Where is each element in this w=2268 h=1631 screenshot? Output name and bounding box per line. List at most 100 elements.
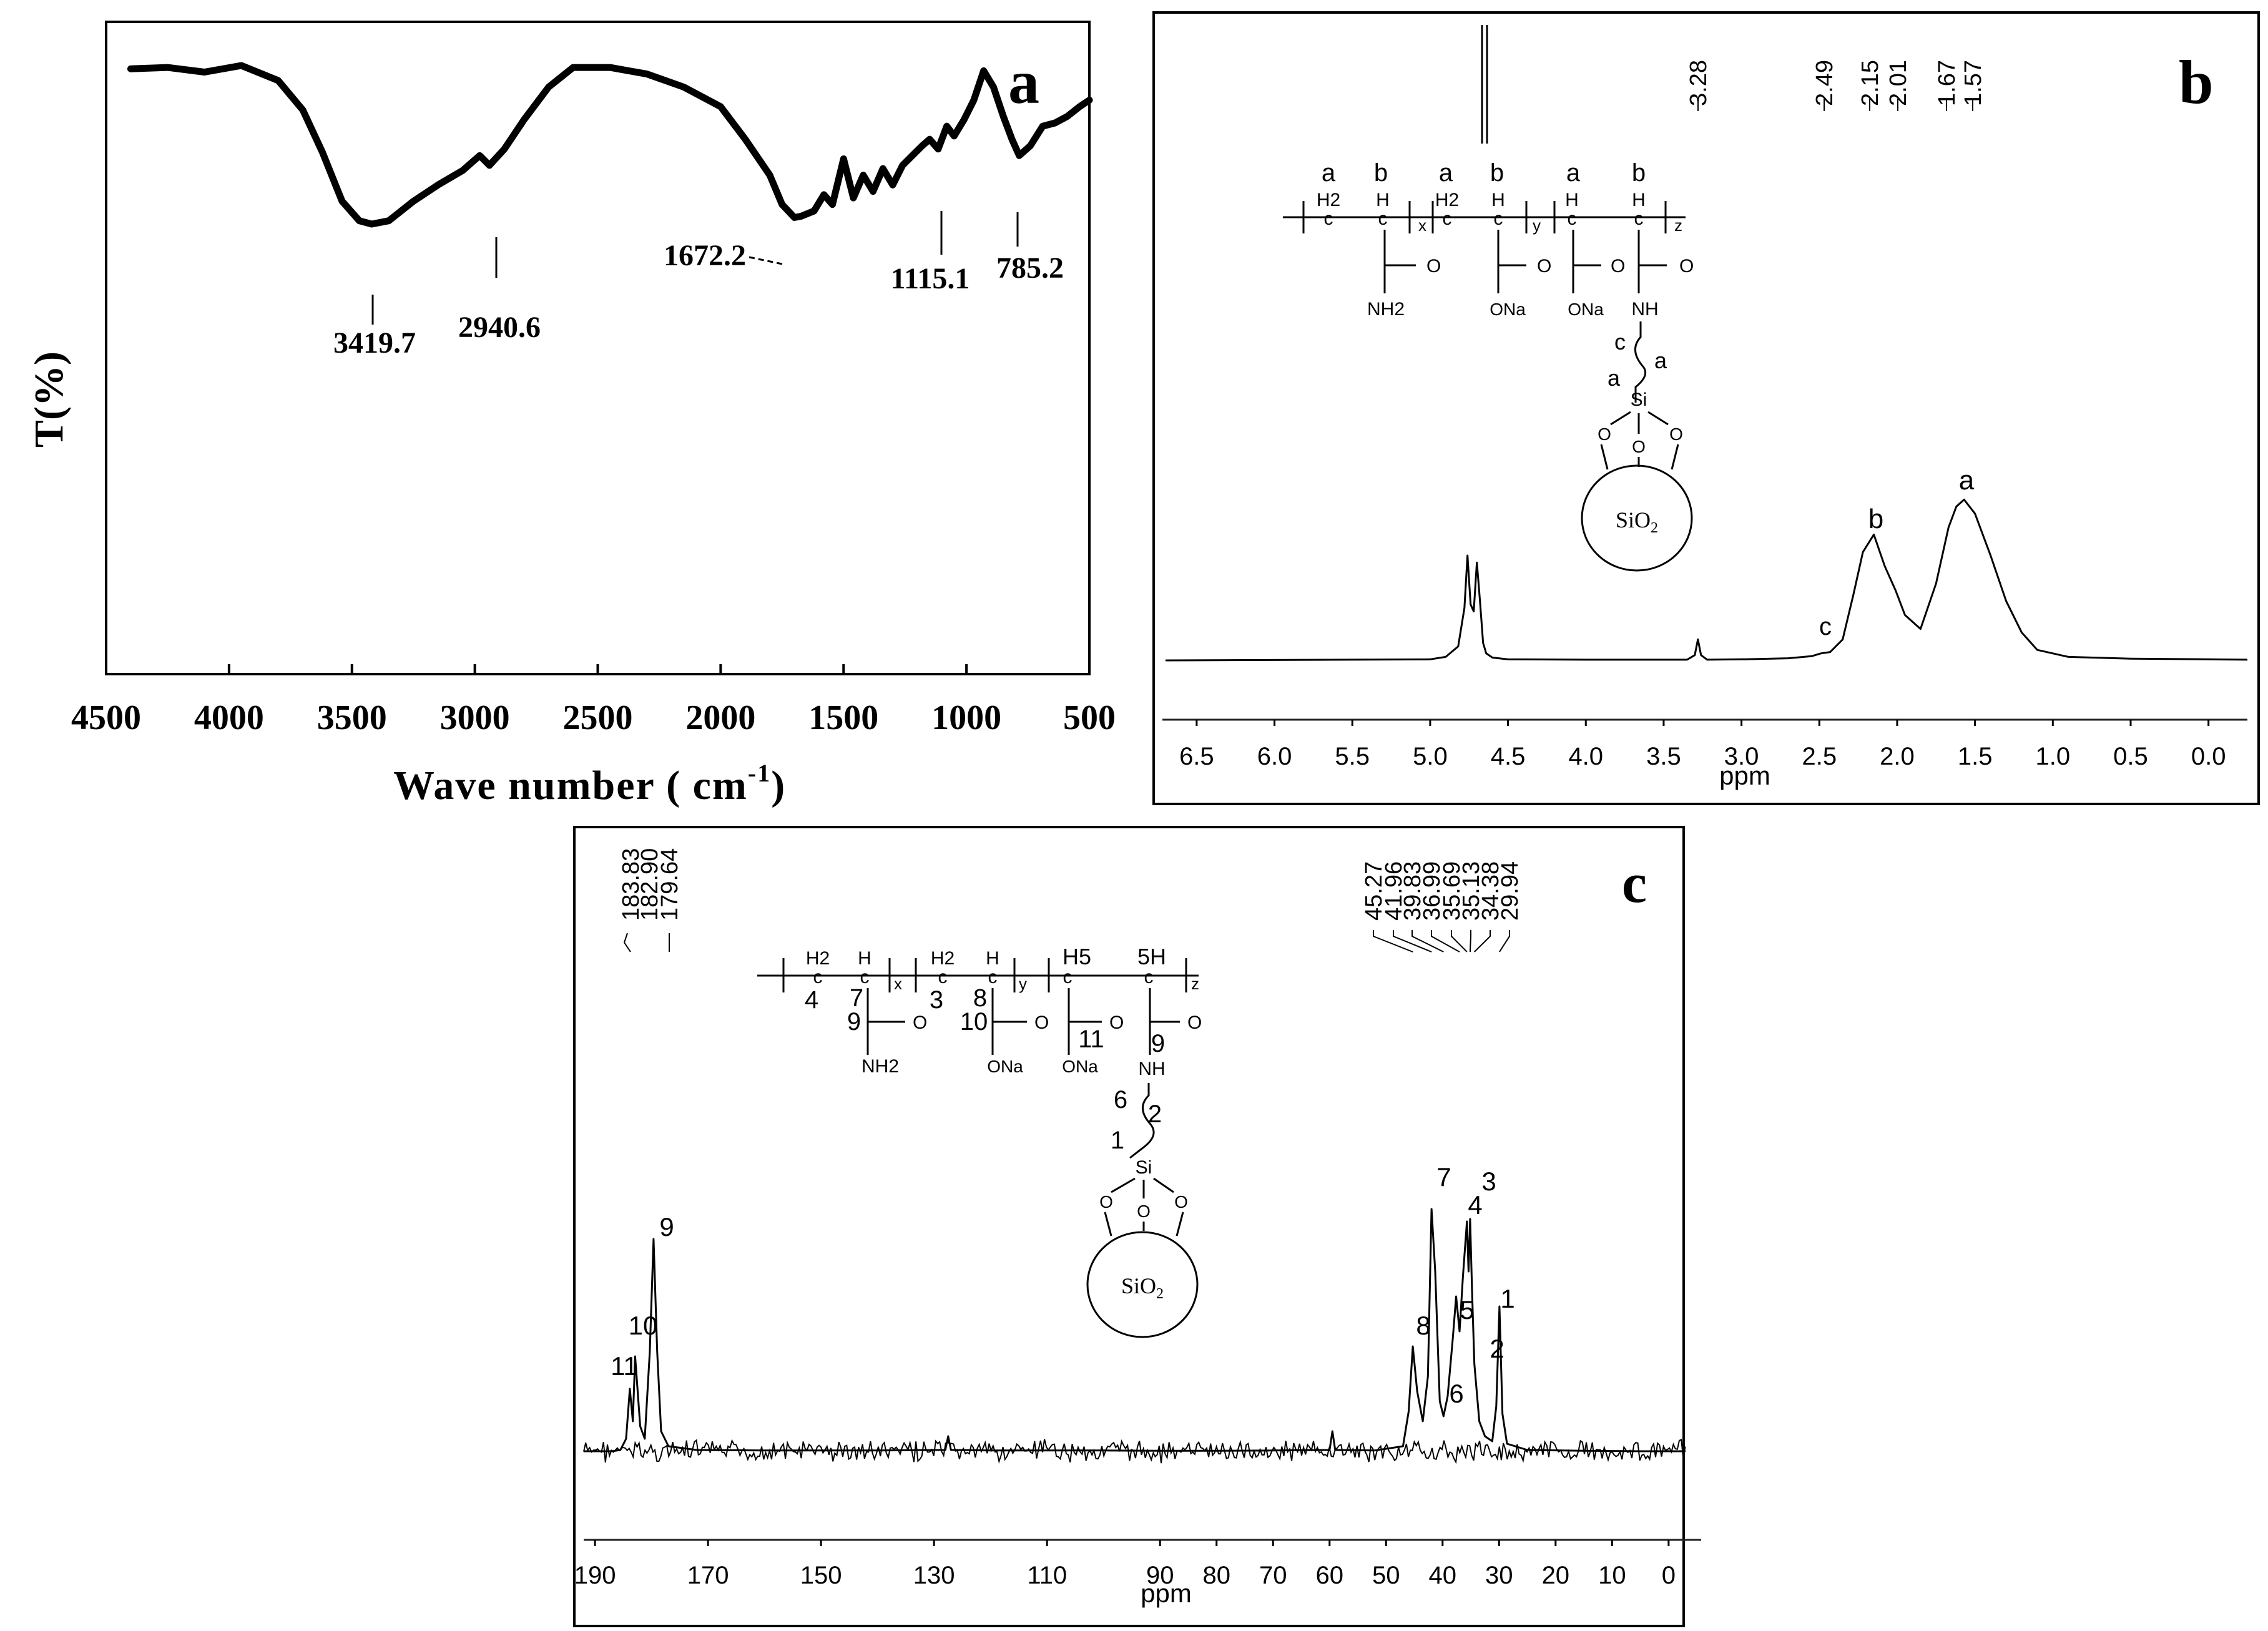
ona: ONa	[987, 1057, 1023, 1076]
x-tick-label: 60	[1316, 1562, 1344, 1589]
peak-assignment: 10	[629, 1311, 658, 1340]
peak-label-leader	[1393, 930, 1432, 953]
carbonyl-o: O	[1611, 256, 1625, 277]
x-tick-label: 5.0	[1413, 743, 1448, 770]
x-tick-label: 190	[574, 1562, 616, 1589]
panel-c-spectrum-line	[584, 1208, 1686, 1452]
peak-label: 36.99	[1419, 861, 1445, 921]
peak-label-leader	[1469, 930, 1471, 953]
si: Si	[1136, 1157, 1152, 1178]
silica-label: SiO2	[1121, 1273, 1164, 1302]
x-tick-label: 130	[913, 1562, 955, 1589]
peak-label: 35.13	[1458, 861, 1485, 921]
panel-b-assign-b: b	[1868, 504, 1883, 534]
x-tick-label: 6.0	[1257, 743, 1292, 770]
group-ch: H	[1376, 190, 1390, 210]
label-a: a	[1322, 159, 1336, 187]
label-a: a	[1439, 159, 1453, 187]
x-tick-label: 500	[1063, 698, 1116, 737]
panel-a-peak-1672: 1672.2	[664, 239, 786, 272]
nh2: NH2	[862, 1056, 899, 1077]
peak-assignment: 3	[1481, 1167, 1496, 1196]
x-tick-label: 80	[1202, 1562, 1230, 1589]
panel-b-assign-c: c	[1819, 613, 1832, 640]
panel-a-ylabel: T(%)	[26, 351, 72, 448]
x-tick-label: 2.5	[1802, 743, 1837, 770]
x-tick-label: 3000	[440, 698, 510, 737]
subscript-y: y	[1019, 974, 1027, 993]
subscript-x: x	[894, 974, 902, 993]
panel-a-peak-1115: 1115.1	[891, 211, 970, 295]
group-ch: H	[986, 948, 999, 969]
x-tick-label: 3.5	[1646, 743, 1681, 770]
propyl-chain	[1634, 321, 1647, 403]
ona: ONa	[1062, 1057, 1098, 1076]
x-tick-label: 110	[1027, 1562, 1067, 1589]
peak-label: 179.64	[657, 848, 683, 921]
peak-label: 1.57	[1960, 60, 1986, 106]
peak-assignment: 4	[1468, 1190, 1482, 1220]
carbon: c	[988, 967, 998, 987]
o-bond	[1176, 1212, 1184, 1237]
o-bond	[1600, 444, 1609, 470]
peak-assignment: 9	[659, 1212, 674, 1242]
carbonyl-o: O	[1109, 1012, 1124, 1033]
panel-a-ticks	[105, 664, 1091, 674]
x-tick-label: 20	[1542, 1562, 1570, 1589]
x-tick-label: 50	[1372, 1562, 1400, 1589]
subscript-y: y	[1533, 216, 1541, 235]
o: O	[1099, 1192, 1113, 1212]
silica-particle	[1086, 1231, 1199, 1338]
label-b: b	[1632, 159, 1646, 187]
peak-label-bracket	[623, 933, 631, 953]
panel-c-xlabel: ppm	[1141, 1579, 1192, 1608]
group-ch2: H2	[931, 948, 955, 969]
ona: ONa	[1568, 300, 1604, 319]
peak-label: 2.49	[1812, 60, 1838, 106]
x-tick-label: 0.0	[2191, 743, 2226, 770]
silica-particle	[1581, 464, 1693, 572]
c-num-9: 9	[1151, 1030, 1165, 1057]
panel-a-tick-labels: 4500 4000 3500 3000 2500 2000 1500 1000 500	[71, 698, 1116, 737]
chain-1: 1	[1111, 1127, 1124, 1154]
x-tick-label: 4.5	[1491, 743, 1526, 770]
carbonyl-o: O	[913, 1012, 927, 1033]
panel-c-frame	[573, 826, 1685, 1627]
carbonyl-o: O	[1537, 256, 1551, 277]
panel-c-structure: H2 c 4 H c x 7 H2 c 3 H c y 8 H5 c 5H c …	[757, 944, 1202, 1338]
panel-a-spectrum-line	[127, 62, 1093, 228]
carbon: c	[1443, 208, 1452, 229]
carbonyl-o: O	[1034, 1012, 1049, 1033]
panel-a: 4500 4000 3500 3000 2500 2000 1500 1000 500 a Wa…	[26, 21, 1116, 808]
peak-label: 2.15	[1857, 60, 1883, 106]
panel-a-label: a	[1008, 47, 1039, 117]
panel-c-tick-labels: 190 170 150 130 110 90 80 70 60 50 40 30 20 10 0	[574, 1562, 1676, 1589]
x-tick-label: 150	[800, 1562, 842, 1589]
nh: NH	[1631, 299, 1658, 320]
panel-b-spectrum-line	[1165, 498, 2248, 662]
peak-label: 35.69	[1439, 861, 1465, 921]
x-tick-label: 3.0	[1724, 743, 1759, 770]
peak-label: 2.01	[1885, 60, 1912, 106]
group-ch2: H2	[806, 948, 830, 969]
x-tick-label: 0.5	[2113, 743, 2148, 770]
panel-b-label: b	[2179, 47, 2214, 117]
group-ch2: H2	[1435, 190, 1459, 210]
group-ch2: H2	[1317, 190, 1340, 210]
chain-2: 2	[1148, 1100, 1162, 1128]
si: Si	[1631, 389, 1647, 410]
peak-label-leader	[1451, 930, 1468, 953]
o: O	[1669, 424, 1683, 444]
peak-assignment: 11	[611, 1351, 638, 1381]
carbon: c	[1324, 208, 1333, 229]
ona: ONa	[1490, 300, 1526, 319]
subscript-z: z	[1674, 216, 1682, 235]
peak-label: 29.94	[1497, 861, 1523, 921]
peak-label-leader	[1431, 930, 1460, 953]
o: O	[1598, 424, 1611, 444]
x-tick-label: 70	[1259, 1562, 1287, 1589]
peak-assignment: 1	[1500, 1284, 1514, 1313]
si-o-bond	[1610, 411, 1631, 426]
si-o-bond	[1647, 411, 1669, 426]
x-tick-label: 1500	[808, 698, 878, 737]
